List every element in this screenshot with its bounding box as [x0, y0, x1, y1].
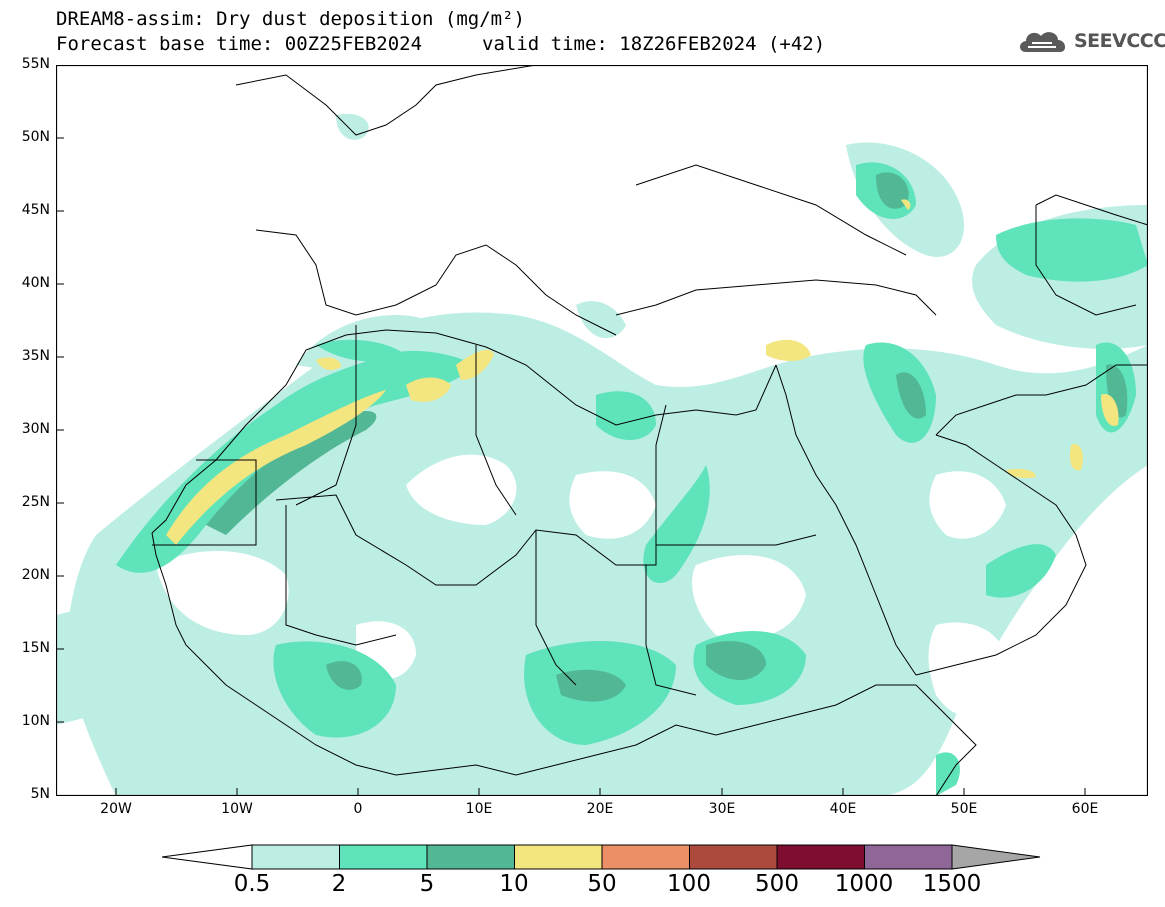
colorbar-over — [951, 844, 1041, 870]
lat-label-55n: 55N — [21, 56, 50, 72]
lat-label-5n: 5N — [30, 786, 50, 802]
country-borders — [151, 65, 1148, 796]
lat-label-40n: 40N — [21, 275, 50, 291]
colorbar-box-4 — [601, 844, 690, 870]
lon-label-20w: 20W — [100, 801, 132, 817]
colorbar-box-5 — [689, 844, 778, 870]
colorbar-box-2 — [426, 844, 515, 870]
dust-layer-peak — [166, 199, 1119, 545]
valid-time: valid time: 18Z26FEB2024 (+42) — [482, 33, 826, 55]
colorbar-label-500: 500 — [755, 871, 799, 897]
colorbar-label-10: 10 — [499, 871, 529, 897]
lon-label-10w: 10W — [221, 801, 253, 817]
colorbar-label-0-5: 0.5 — [233, 871, 271, 897]
lat-label-50n: 50N — [21, 129, 50, 145]
lat-label-35n: 35N — [21, 348, 50, 364]
forecast-base-time: Forecast base time: 00Z25FEB2024 — [56, 33, 423, 55]
logo-text: SEEVCCC — [1074, 30, 1165, 52]
colorbar-under — [161, 844, 253, 870]
lon-label-0: 0 — [353, 801, 363, 817]
map-title: DREAM8-assim: Dry dust deposition (mg/m²… — [56, 8, 525, 30]
dust-layer-high — [206, 172, 1128, 702]
lat-label-10n: 10N — [21, 713, 50, 729]
lat-label-45n: 45N — [21, 202, 50, 218]
colorbar-label-1500: 1500 — [922, 871, 982, 897]
colorbar-box-3 — [514, 844, 603, 870]
lat-label-25n: 25N — [21, 494, 50, 510]
axis-ticks — [56, 137, 1086, 796]
lon-label-30e: 30E — [708, 801, 736, 817]
lon-label-20e: 20E — [586, 801, 614, 817]
lon-label-40e: 40E — [829, 801, 857, 817]
colorbar-label-5: 5 — [419, 871, 435, 897]
cloud-logo-icon — [1020, 32, 1066, 52]
lat-label-20n: 20N — [21, 567, 50, 583]
colorbar — [161, 844, 1041, 870]
lon-label-10e: 10E — [465, 801, 493, 817]
lon-label-60e: 60E — [1071, 801, 1099, 817]
colorbar-label-2: 2 — [331, 871, 347, 897]
colorbar-box-0 — [251, 844, 340, 870]
colorbar-label-100: 100 — [667, 871, 711, 897]
colorbar-label-1000: 1000 — [834, 871, 894, 897]
lat-label-15n: 15N — [21, 640, 50, 656]
dust-map — [56, 65, 1148, 796]
colorbar-box-1 — [339, 844, 428, 870]
lat-label-30n: 30N — [21, 421, 50, 437]
colorbar-label-50: 50 — [587, 871, 617, 897]
colorbar-box-7 — [864, 844, 953, 870]
lon-label-50e: 50E — [950, 801, 978, 817]
colorbar-box-6 — [776, 844, 865, 870]
